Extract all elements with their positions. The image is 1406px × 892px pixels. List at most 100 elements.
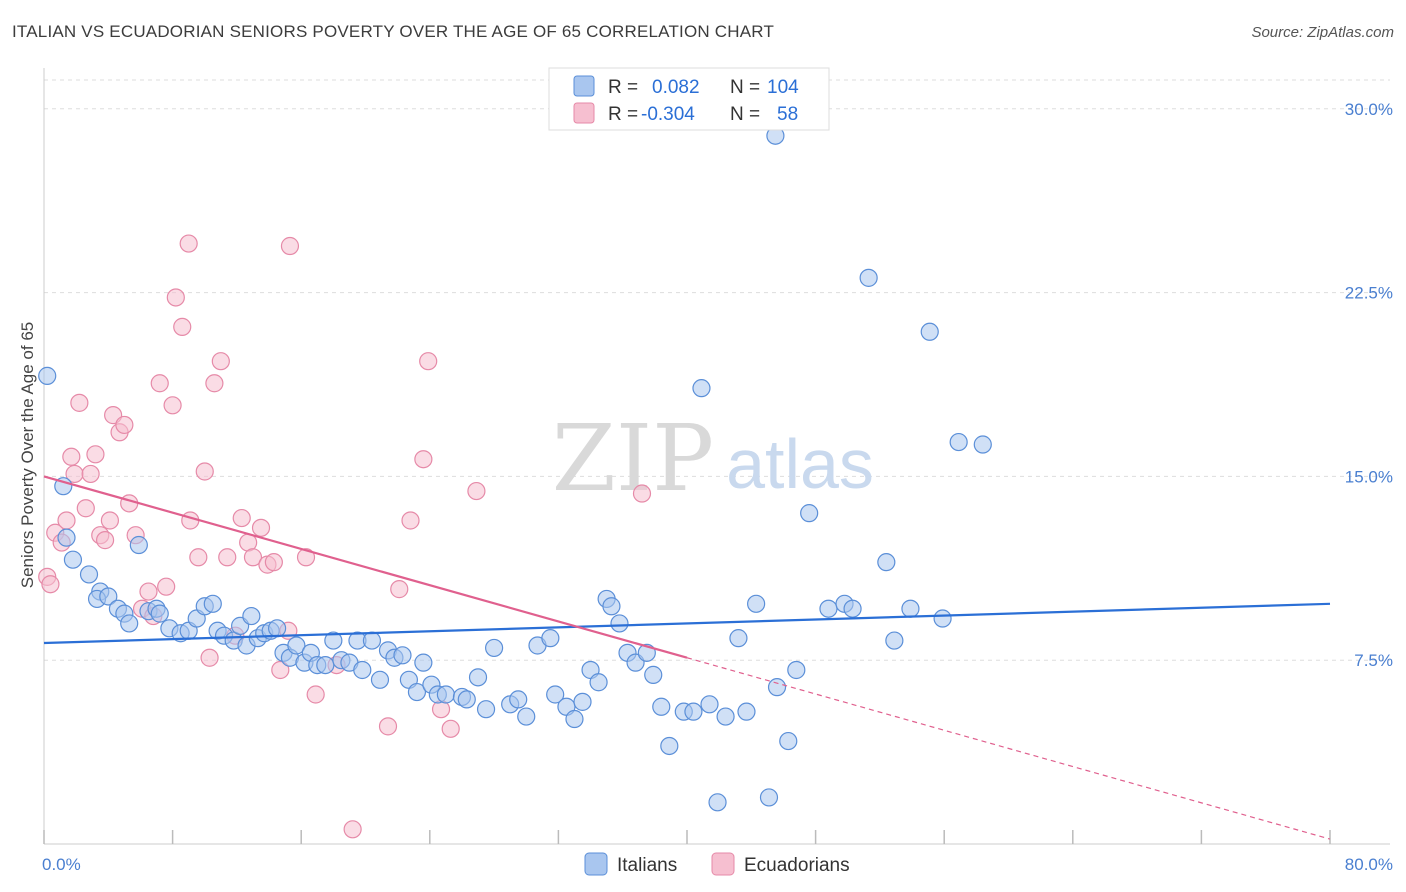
italians-point [949,432,968,452]
italians-point [565,709,584,729]
legend-label-ecuadorians: Ecuadorians [744,855,850,876]
italians-point [660,736,679,756]
legend-swatch-italians [584,852,608,876]
italians-point [684,702,703,721]
italians-point [316,655,335,675]
y-tick-label: 22.5% [1345,284,1393,303]
italians-point [787,660,806,680]
correlation-legend: R = 0.082 N = 104 R = -0.304 N = 58 [548,67,830,131]
italians-point [610,614,629,633]
italians-point [129,535,148,555]
ecuadorians-point [173,317,192,336]
watermark-atlas: atlas [726,425,874,503]
ecuadorians-point [57,511,76,530]
italians-point [38,366,57,385]
ecuadorians-point [467,481,486,501]
ecuadorians-point [95,531,115,550]
ecuadorians-point [441,719,460,738]
italians-point [362,631,382,650]
ecuadorians-point [632,484,652,503]
y-axis-label: Seniors Poverty Over the Age of 65 [18,322,37,588]
grid-lines [44,79,1390,661]
ecuadorians-point [280,236,300,256]
ecuadorians-point [378,717,398,736]
italians-point [267,619,287,638]
legend-r-label: R = [608,104,638,125]
italians-point [436,685,455,704]
italians-point [767,678,787,697]
italians-point [729,629,748,648]
italians-point [602,597,621,616]
legend-r-label: R = [608,77,638,98]
italians-trend-line [43,602,1331,645]
legend-swatch-italians [573,75,595,97]
legend-n-label: N = [730,77,760,98]
trend-lines [43,475,1331,840]
italians-points [38,126,992,812]
legend-n-value: 104 [767,77,799,98]
ecuadorians-point [163,396,182,415]
ecuadorians-point [115,415,134,435]
italians-point [973,435,992,454]
legend-n-value: 58 [777,104,798,125]
ecuadorians-point [100,511,120,530]
italians-point [287,636,306,655]
italians-point [716,707,735,726]
italians-point [819,599,838,618]
ecuadorians-point [62,447,81,466]
italians-point [920,322,939,341]
series-legend: Italians Ecuadorians [584,852,850,876]
ecuadorians-point [181,511,200,530]
ecuadorians-point [419,352,438,371]
italians-point [509,690,528,709]
ecuadorians-point [150,374,169,393]
legend-swatch-ecuadorians [711,852,735,876]
source-label: Source: ZipAtlas.com [1251,24,1394,41]
italians-point [414,653,433,672]
ecuadorians-point [195,462,214,481]
italians-point [747,594,766,613]
y-tick-label: 15.0% [1345,467,1393,486]
ecuadorians-point [243,548,263,567]
italians-point [485,638,504,658]
italians-point [541,629,560,648]
ecuadorians-point [205,374,224,393]
italians-point [407,682,427,702]
y-tick-labels: 7.5% 15.0% 22.5% 30.0% [1345,100,1393,670]
ecuadorians-point [70,393,89,412]
ecuadorians-points [38,234,652,839]
italians-point [933,609,952,628]
ecuadorians-point [200,648,219,667]
ecuadorians-point [189,548,208,567]
x-tick-label: 0.0% [42,855,81,874]
italians-point [800,504,819,523]
ecuadorians-point [157,577,176,596]
legend-r-value: -0.304 [641,104,695,125]
y-tick-label: 7.5% [1354,651,1393,670]
italians-point [737,702,756,721]
italians-point [457,690,476,709]
legend-swatch-ecuadorians [573,102,595,124]
italians-point [708,793,727,812]
italians-point [468,668,488,687]
italians-point [859,268,878,287]
axes [43,68,1390,845]
italians-point [885,631,904,650]
watermark: ZIP atlas [552,405,874,512]
ecuadorians-point [139,582,158,601]
ecuadorians-trend-extension [686,657,1331,840]
legend-n-label: N = [730,104,760,125]
italians-point [779,731,798,751]
italians-point [589,673,608,692]
ecuadorians-trend-line [43,475,688,659]
italians-point [652,697,671,716]
ecuadorians-point [41,575,60,594]
italians-point [393,646,412,665]
italians-point [79,565,99,584]
x-tick-label: 80.0% [1345,855,1393,874]
italians-point [901,599,920,618]
italians-point [242,606,261,626]
watermark-zip: ZIP [552,405,714,512]
italians-point [700,695,719,714]
italians-point [57,528,76,547]
